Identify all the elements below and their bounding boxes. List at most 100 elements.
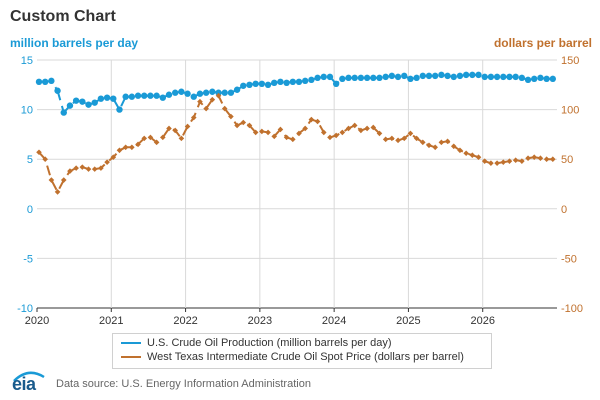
point-production-15 — [128, 93, 136, 100]
point-production-31 — [227, 89, 235, 96]
point-price-7 — [79, 164, 86, 170]
point-production-19 — [153, 92, 160, 99]
point-price-58 — [395, 137, 401, 144]
point-price-76 — [506, 158, 513, 164]
point-production-7 — [79, 98, 86, 105]
point-price-41 — [290, 136, 296, 143]
point-production-75 — [500, 73, 507, 81]
legend-item-production[interactable]: U.S. Crude Oil Production (million barre… — [121, 337, 392, 349]
point-production-11 — [103, 94, 111, 101]
point-production-55 — [376, 74, 383, 82]
point-production-32 — [233, 86, 241, 93]
left-tick-10: 10 — [21, 105, 33, 117]
point-production-58 — [394, 73, 402, 81]
point-production-67 — [450, 73, 457, 81]
right-tick-150: 150 — [561, 55, 579, 67]
point-production-1 — [41, 78, 49, 86]
point-price-39 — [277, 126, 284, 133]
point-production-29 — [215, 89, 222, 96]
point-price-52 — [358, 127, 364, 134]
point-price-72 — [481, 158, 488, 164]
eia-logo-icon — [13, 371, 45, 382]
point-price-29 — [215, 92, 222, 99]
point-production-4 — [60, 109, 67, 116]
point-price-71 — [475, 154, 482, 161]
x-tick-2022: 2022 — [173, 315, 197, 327]
point-production-25 — [190, 93, 197, 100]
point-production-69 — [462, 71, 470, 79]
point-price-60 — [407, 130, 414, 137]
point-price-46 — [320, 129, 327, 136]
point-production-78 — [518, 74, 526, 82]
point-production-2 — [48, 77, 55, 85]
point-production-38 — [271, 79, 278, 87]
point-price-0 — [36, 149, 42, 156]
point-production-22 — [171, 89, 179, 96]
point-price-77 — [512, 157, 519, 163]
point-production-35 — [252, 80, 259, 88]
point-price-47 — [327, 134, 333, 141]
point-production-24 — [184, 90, 191, 97]
point-production-80 — [531, 75, 538, 83]
point-production-44 — [308, 76, 315, 84]
point-production-34 — [246, 81, 253, 89]
point-price-22 — [172, 127, 178, 134]
chart-title: Custom Chart — [10, 8, 116, 25]
point-price-31 — [228, 113, 234, 120]
point-price-27 — [203, 105, 209, 112]
point-price-8 — [85, 166, 92, 172]
point-production-81 — [537, 74, 544, 82]
point-price-40 — [283, 134, 290, 141]
point-price-1 — [42, 156, 48, 162]
point-production-60 — [407, 75, 414, 83]
point-production-12 — [110, 95, 117, 102]
point-production-8 — [85, 101, 92, 108]
point-price-70 — [469, 152, 476, 159]
point-price-26 — [197, 98, 203, 105]
point-price-20 — [160, 134, 166, 141]
point-price-38 — [271, 133, 278, 140]
left-tick-labels: 15 10 5 0 -5 -10 — [17, 55, 33, 315]
point-production-47 — [326, 73, 334, 81]
point-price-6 — [73, 165, 79, 171]
x-tick-2023: 2023 — [248, 315, 272, 327]
point-price-17 — [141, 135, 148, 142]
point-production-53 — [363, 74, 371, 82]
point-production-76 — [506, 73, 513, 81]
left-tick--5: -5 — [23, 253, 33, 265]
legend-item-price[interactable]: West Texas Intermediate Crude Oil Spot P… — [121, 351, 464, 363]
point-price-19 — [153, 139, 160, 146]
right-tick--100: -100 — [561, 303, 583, 315]
point-production-65 — [438, 71, 445, 79]
right-axis-label: dollars per barrel — [493, 36, 592, 50]
point-production-72 — [481, 73, 488, 81]
point-production-9 — [91, 99, 98, 106]
legend-swatch-price — [121, 356, 141, 359]
point-price-45 — [314, 118, 321, 125]
point-production-13 — [116, 106, 123, 113]
point-price-69 — [463, 150, 469, 157]
x-tick-labels: 2020 2021 2022 2023 2024 2025 2026 — [25, 315, 495, 327]
point-production-3 — [54, 87, 61, 94]
legend-swatch-production — [121, 342, 141, 345]
point-production-49 — [339, 75, 346, 83]
point-price-5 — [67, 168, 73, 174]
point-price-30 — [221, 105, 228, 112]
x-tick-2021: 2021 — [99, 315, 123, 327]
point-production-21 — [165, 91, 173, 98]
point-production-18 — [147, 92, 154, 99]
point-price-50 — [345, 125, 352, 132]
point-price-36 — [259, 128, 265, 135]
point-production-70 — [469, 71, 476, 79]
point-production-45 — [314, 74, 321, 82]
grid-lines — [36, 59, 557, 312]
point-price-74 — [494, 160, 500, 166]
point-price-81 — [537, 155, 544, 162]
legend: U.S. Crude Oil Production (million barre… — [112, 333, 492, 369]
point-production-66 — [444, 72, 451, 80]
point-production-17 — [141, 92, 148, 99]
point-production-42 — [295, 78, 303, 86]
point-price-9 — [91, 166, 98, 172]
point-price-54 — [370, 124, 377, 131]
left-axis-label: million barrels per day — [10, 36, 139, 50]
